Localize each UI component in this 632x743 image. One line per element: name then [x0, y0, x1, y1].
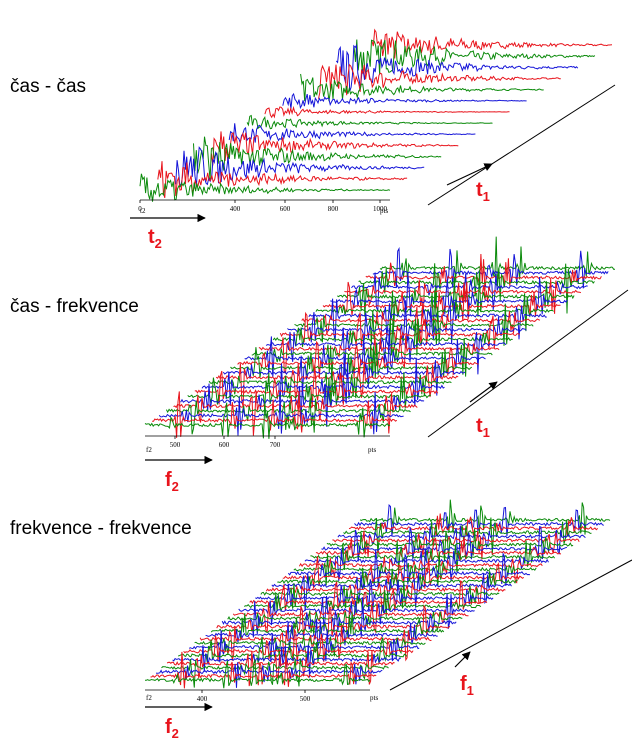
trace: [211, 131, 458, 165]
stacked-traces: [145, 500, 610, 689]
axis-unit: pts: [380, 207, 388, 215]
axis-tick-label: 800: [328, 205, 339, 213]
diagonal-axis-label: f1: [460, 673, 474, 698]
panel-label: čas - čas: [10, 76, 86, 97]
panel-label: frekvence - frekvence: [10, 518, 192, 539]
trace: [247, 116, 492, 129]
axis-unit: pts: [368, 446, 376, 454]
perspective-line: [428, 85, 615, 205]
trace: [336, 46, 578, 92]
axis-tick-label: 600: [219, 441, 230, 449]
axis-tick-label: 500: [300, 695, 311, 703]
axis-name: t2: [140, 207, 146, 215]
label-subscript: 2: [172, 479, 179, 494]
axis-tick-label: 600: [280, 205, 291, 213]
axis-name: f2: [146, 446, 152, 454]
axis-tick-label: 400: [197, 695, 208, 703]
axis-tick-label: 500: [170, 441, 181, 449]
diagonal-axis-label: t1: [476, 179, 490, 204]
label-subscript: 2: [172, 726, 179, 741]
axis-tick-label: 700: [270, 441, 281, 449]
horizontal-axis-label: f2: [165, 716, 179, 741]
label-subscript: 1: [467, 683, 474, 698]
axis-unit: pts: [370, 694, 378, 702]
figure: čas - čas04006008001000ptst2t2t1čas - fr…: [0, 0, 632, 743]
trace: [265, 107, 510, 117]
label-subscript: 2: [155, 236, 162, 251]
diagonal-arrow: [447, 164, 492, 185]
diagonal-arrow: [470, 382, 497, 402]
stacked-traces: [145, 237, 615, 439]
axis-name: f2: [146, 694, 152, 702]
trace: [372, 30, 612, 59]
diagonal-axis-label: t1: [476, 415, 490, 440]
horizontal-axis-label: f2: [165, 469, 179, 494]
panel-label: čas - frekvence: [10, 296, 139, 317]
trace: [159, 392, 403, 436]
stacked-traces: [140, 30, 612, 202]
axis-tick-label: 400: [230, 205, 241, 213]
horizontal-axis-label: t2: [148, 226, 162, 251]
label-subscript: 1: [483, 425, 490, 440]
label-subscript: 1: [483, 189, 490, 204]
